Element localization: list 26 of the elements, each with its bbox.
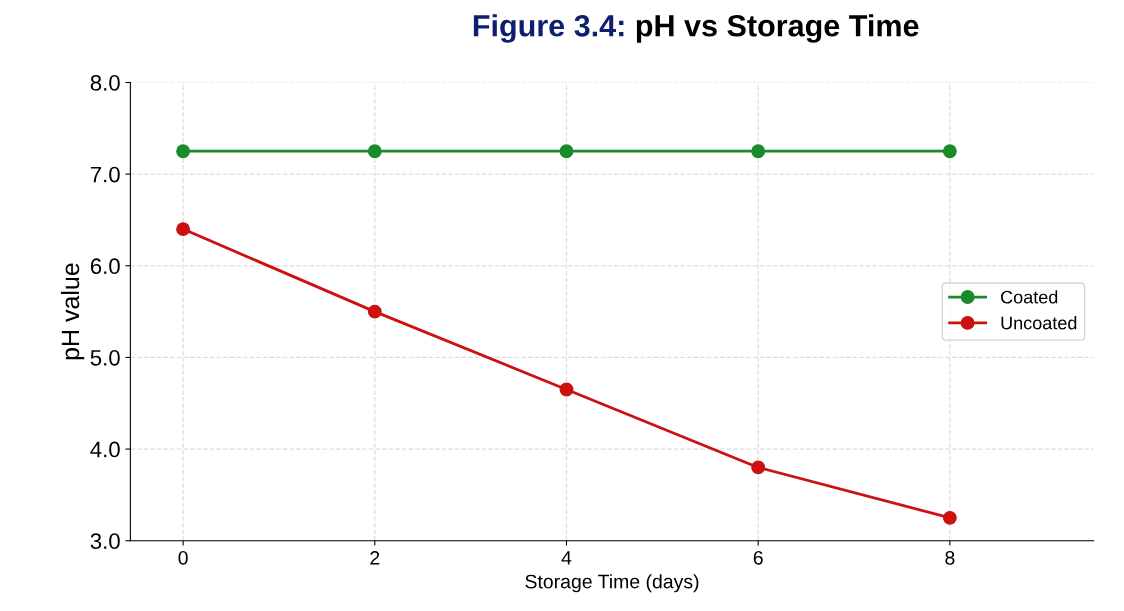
point bbox=[751, 460, 766, 475]
y-tick-label: 4.0 bbox=[90, 441, 120, 458]
x-tick-label: 4 bbox=[561, 551, 572, 565]
point bbox=[942, 144, 957, 159]
point bbox=[176, 222, 191, 237]
legend-label: Coated bbox=[1001, 290, 1058, 304]
x-tick-label: 6 bbox=[753, 550, 763, 565]
y-axis-title: pH value bbox=[60, 263, 85, 360]
x-tick-label: 0 bbox=[178, 550, 188, 565]
legend-label: Uncoated bbox=[1001, 316, 1077, 330]
y-tick-label: 5.0 bbox=[90, 349, 120, 366]
y-tick-label: 3.0 bbox=[90, 533, 120, 550]
point bbox=[367, 144, 382, 159]
y-tick-label: 6.0 bbox=[90, 258, 120, 275]
point bbox=[559, 144, 574, 159]
x-tick-label: 8 bbox=[945, 550, 955, 565]
point bbox=[176, 144, 191, 159]
x-tick-label: 2 bbox=[370, 550, 380, 565]
y-tick-label: 7.0 bbox=[90, 166, 120, 183]
chart-title: Figure 3.4: pH vs Storage Time bbox=[473, 14, 919, 43]
point bbox=[367, 304, 382, 319]
point bbox=[751, 144, 766, 159]
y-tick-label: 8.0 bbox=[90, 75, 120, 91]
x-axis-title: Storage Time (days) bbox=[525, 574, 699, 593]
point bbox=[942, 510, 957, 525]
point bbox=[559, 382, 574, 397]
